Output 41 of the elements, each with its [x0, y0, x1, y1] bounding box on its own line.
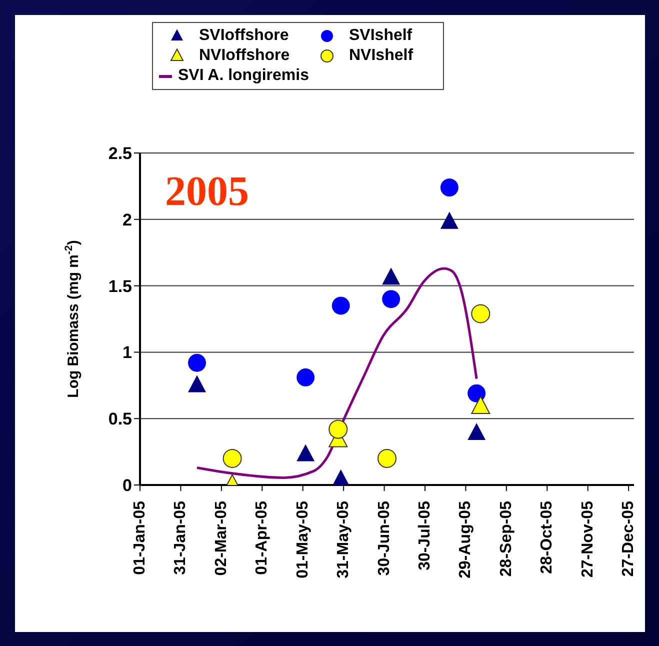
legend-label: NVIshelf — [349, 47, 414, 65]
x-tick-label: 01-Apr-05 — [254, 500, 271, 575]
point — [188, 354, 206, 372]
point — [332, 296, 350, 315]
x-tick-label: 27-Dec-05 — [620, 500, 638, 577]
point — [378, 448, 396, 468]
x-tick-label: 01-Jan-05 — [132, 500, 148, 575]
legend-label: SVIshelf — [349, 27, 412, 45]
point — [382, 268, 400, 285]
y-tick-label: 0 — [122, 476, 132, 496]
y-tick-label: 0.5 — [108, 410, 132, 429]
x-tick-label: 01-May-05 — [294, 500, 312, 578]
y-tick-label: 2 — [122, 210, 132, 230]
point — [296, 444, 315, 462]
x-tick-label: 31-Jan-05 — [172, 500, 190, 575]
x-tick-label: 29-Aug-05 — [457, 500, 474, 578]
point — [382, 290, 400, 308]
y-tick-label: 2.5 — [108, 144, 132, 164]
point — [440, 178, 458, 197]
point — [468, 422, 486, 440]
y-tick-label: 1 — [122, 343, 132, 362]
x-tick-label: 30-Jun-05 — [376, 500, 393, 576]
x-tick-label: 27-Nov-05 — [579, 500, 596, 578]
legend-label: SVI A. longiremis — [178, 67, 309, 85]
point — [222, 448, 242, 468]
point — [328, 420, 348, 439]
x-tick-label: 31-May-05 — [335, 500, 352, 578]
y-tick-label: 1.5 — [108, 276, 132, 296]
x-tick-label: 02-Mar-05 — [212, 500, 230, 576]
x-tick-label: 28-Sep-05 — [498, 500, 515, 577]
annotation: 2005 — [165, 168, 249, 216]
point — [471, 396, 490, 414]
legend-label: SVIoffshore — [199, 27, 289, 45]
legend-label: NVIoffshore — [199, 47, 290, 65]
point — [188, 375, 206, 392]
point — [471, 304, 490, 324]
point — [296, 368, 315, 386]
point — [468, 384, 486, 402]
x-tick-label: 30-Jul-05 — [416, 500, 434, 570]
point — [332, 469, 350, 485]
x-tick-label: 28-Oct-05 — [538, 500, 556, 574]
